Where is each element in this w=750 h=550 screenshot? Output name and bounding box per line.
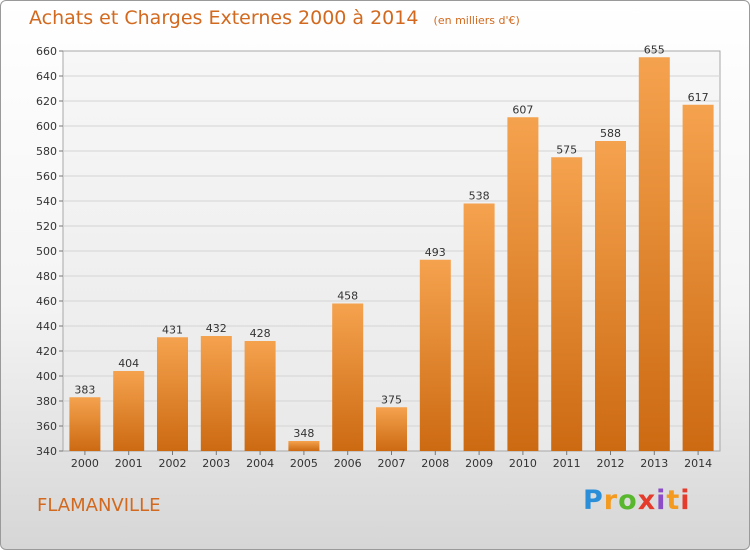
y-tick-label: 660 <box>36 45 57 58</box>
bar-2011 <box>551 157 583 451</box>
value-label-2006: 458 <box>337 290 358 303</box>
x-tick-label-2002: 2002 <box>159 457 187 470</box>
x-tick-label-2005: 2005 <box>290 457 318 470</box>
x-tick-label-2013: 2013 <box>640 457 668 470</box>
bar-2005 <box>288 441 320 451</box>
bar-layer <box>69 57 714 451</box>
value-label-2012: 588 <box>600 127 621 140</box>
y-tick-label: 500 <box>36 245 57 258</box>
bar-2009 <box>463 203 495 451</box>
value-label-2011: 575 <box>556 143 577 156</box>
bar-2008 <box>419 259 451 451</box>
label-layer: 340 360 380 400 420 440 460 480 500 520 540 560 580 6… <box>36 43 712 470</box>
bar-2003 <box>200 336 232 451</box>
y-tick-label: 480 <box>36 270 57 283</box>
x-tick-label-2008: 2008 <box>421 457 449 470</box>
y-tick-label: 460 <box>36 295 57 308</box>
value-label-2004: 428 <box>250 327 271 340</box>
y-tick-label: 620 <box>36 95 57 108</box>
x-tick-label-2009: 2009 <box>465 457 493 470</box>
x-tick-label-2000: 2000 <box>71 457 99 470</box>
value-label-2013: 655 <box>644 43 665 56</box>
bar-2013 <box>638 57 670 451</box>
x-tick-label-2014: 2014 <box>684 457 712 470</box>
x-tick-label-2001: 2001 <box>115 457 143 470</box>
y-tick-label: 380 <box>36 395 57 408</box>
bar-2001 <box>113 371 145 451</box>
value-label-2008: 493 <box>425 246 446 259</box>
value-label-2001: 404 <box>118 357 139 370</box>
bar-2002 <box>157 337 188 451</box>
y-tick-label: 440 <box>36 320 57 333</box>
x-tick-label-2004: 2004 <box>246 457 274 470</box>
x-tick-label-2006: 2006 <box>334 457 362 470</box>
y-tick-label: 360 <box>36 420 57 433</box>
value-label-2007: 375 <box>381 393 402 406</box>
y-tick-label: 340 <box>36 445 57 458</box>
x-tick-label-2012: 2012 <box>597 457 625 470</box>
x-tick-label-2010: 2010 <box>509 457 537 470</box>
bar-2006 <box>332 303 364 451</box>
value-label-2009: 538 <box>469 190 490 203</box>
y-tick-label: 580 <box>36 145 57 158</box>
x-tick-label-2011: 2011 <box>553 457 581 470</box>
bar-2000 <box>69 397 101 451</box>
value-label-2003: 432 <box>206 322 227 335</box>
chart-title-text: Achats et Charges Externes 2000 à 2014 <box>29 7 419 29</box>
y-tick-label: 560 <box>36 170 57 183</box>
y-tick-label: 400 <box>36 370 57 383</box>
y-tick-label: 640 <box>36 70 57 83</box>
value-label-2005: 348 <box>293 427 314 440</box>
chart-unit-label: (en milliers d'€) <box>433 14 520 27</box>
chart-title: Achats et Charges Externes 2000 à 2014 (… <box>29 7 520 29</box>
bar-2012 <box>595 141 626 451</box>
y-tick-label: 520 <box>36 220 57 233</box>
bar-2007 <box>376 407 407 451</box>
bar-2004 <box>244 341 276 451</box>
y-tick-label: 600 <box>36 120 57 133</box>
value-label-2014: 617 <box>688 91 709 104</box>
bar-2010 <box>507 117 539 451</box>
city-name: FLAMANVILLE <box>37 495 161 516</box>
proxiti-logo: Proxiti <box>583 485 691 516</box>
y-tick-label: 540 <box>36 195 57 208</box>
value-label-2010: 607 <box>512 103 533 116</box>
y-tick-label: 420 <box>36 345 57 358</box>
bar-2014 <box>682 104 714 451</box>
x-tick-label-2007: 2007 <box>378 457 406 470</box>
value-label-2002: 431 <box>162 323 183 336</box>
x-tick-label-2003: 2003 <box>202 457 230 470</box>
value-label-2000: 383 <box>74 383 95 396</box>
